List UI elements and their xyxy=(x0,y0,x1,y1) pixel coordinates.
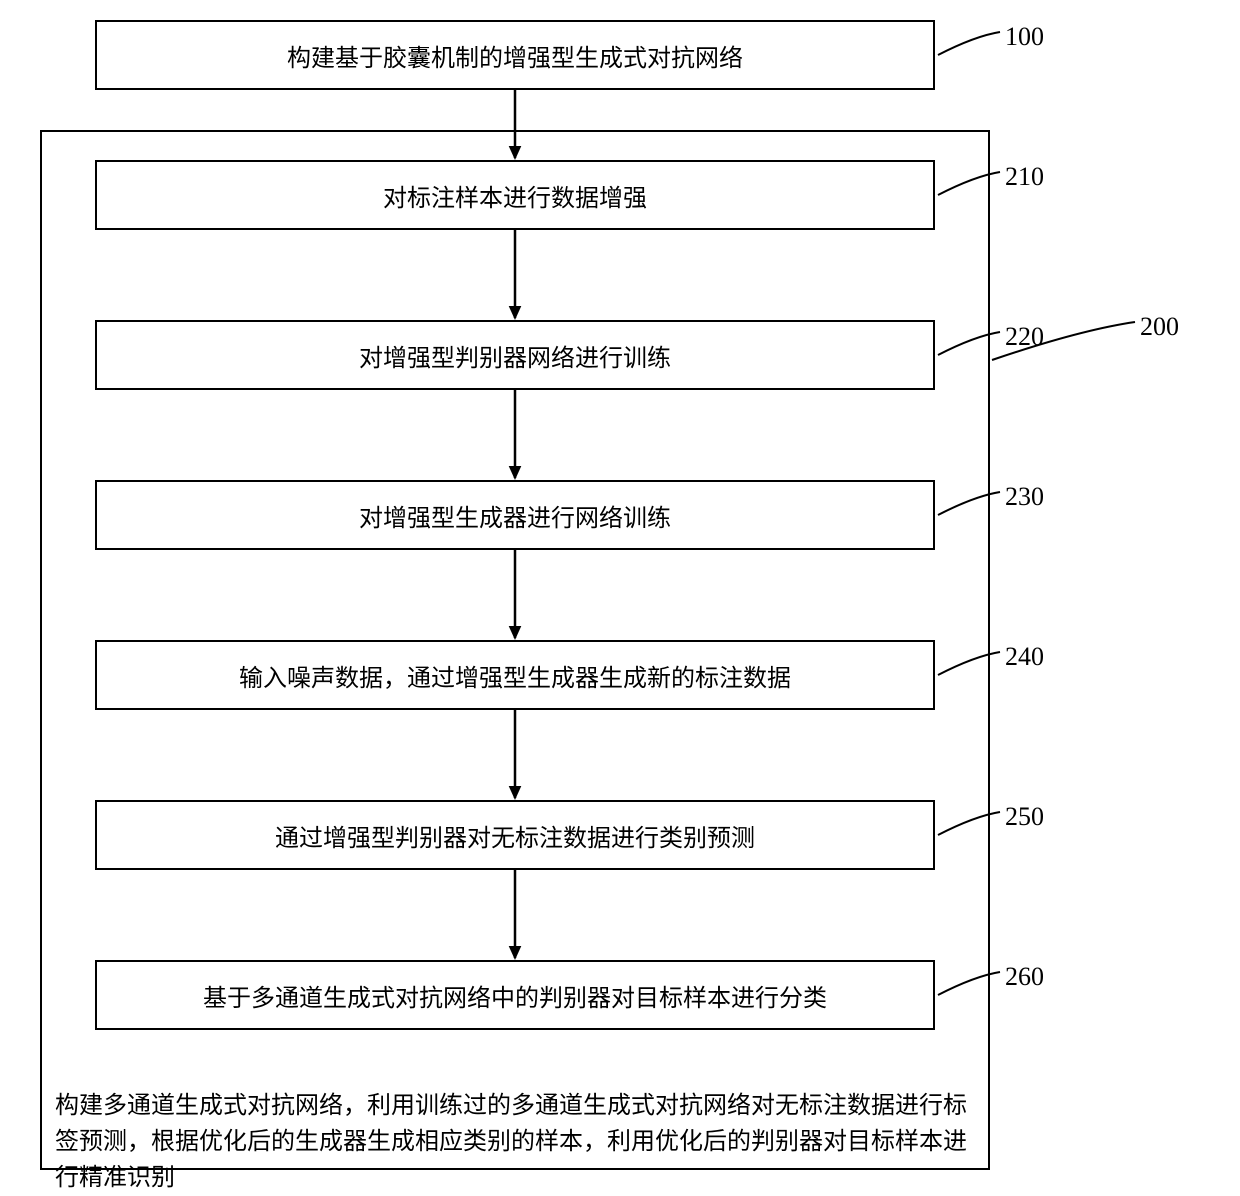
label-210: 210 xyxy=(1005,162,1044,192)
node-220: 对增强型判别器网络进行训练 xyxy=(95,320,935,390)
node-250: 通过增强型判别器对无标注数据进行类别预测 xyxy=(95,800,935,870)
node-100: 构建基于胶囊机制的增强型生成式对抗网络 xyxy=(95,20,935,90)
node-250-text: 通过增强型判别器对无标注数据进行类别预测 xyxy=(275,818,755,853)
label-220: 220 xyxy=(1005,322,1044,352)
node-100-text: 构建基于胶囊机制的增强型生成式对抗网络 xyxy=(287,38,743,73)
node-240-text: 输入噪声数据，通过增强型生成器生成新的标注数据 xyxy=(239,658,791,693)
node-230-text: 对增强型生成器进行网络训练 xyxy=(359,498,671,533)
label-200: 200 xyxy=(1140,312,1179,342)
label-230: 230 xyxy=(1005,482,1044,512)
label-100: 100 xyxy=(1005,22,1044,52)
node-210: 对标注样本进行数据增强 xyxy=(95,160,935,230)
node-260: 基于多通道生成式对抗网络中的判别器对目标样本进行分类 xyxy=(95,960,935,1030)
group-caption: 构建多通道生成式对抗网络，利用训练过的多通道生成式对抗网络对无标注数据进行标签预… xyxy=(55,1088,975,1196)
node-240: 输入噪声数据，通过增强型生成器生成新的标注数据 xyxy=(95,640,935,710)
label-240: 240 xyxy=(1005,642,1044,672)
node-220-text: 对增强型判别器网络进行训练 xyxy=(359,338,671,373)
label-260: 260 xyxy=(1005,962,1044,992)
node-260-text: 基于多通道生成式对抗网络中的判别器对目标样本进行分类 xyxy=(203,978,827,1013)
label-250: 250 xyxy=(1005,802,1044,832)
node-230: 对增强型生成器进行网络训练 xyxy=(95,480,935,550)
node-210-text: 对标注样本进行数据增强 xyxy=(383,178,647,213)
